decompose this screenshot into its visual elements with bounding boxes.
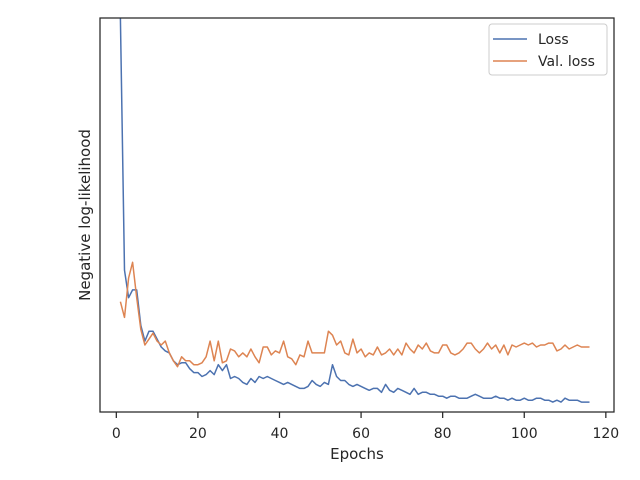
y-axis-label: Negative log-likelihood	[76, 129, 94, 301]
x-tick-label: 80	[434, 426, 452, 442]
legend: Loss Val. loss	[488, 23, 608, 76]
plot-frame	[99, 17, 615, 413]
legend-box	[488, 23, 608, 76]
legend-label: Loss	[538, 32, 569, 48]
x-axis-label: Epochs	[330, 445, 384, 463]
x-axis-ticks: 0 20 40 60 80 100 120	[112, 412, 619, 442]
x-tick-label: 60	[352, 426, 370, 442]
x-tick-label: 20	[189, 426, 207, 442]
x-tick-label: 120	[592, 426, 619, 442]
legend-label: Val. loss	[538, 54, 595, 70]
x-tick-label: 100	[511, 426, 538, 442]
x-tick-label: 40	[271, 426, 289, 442]
plot-lines	[119, 17, 590, 403]
x-tick-label: 0	[112, 426, 121, 442]
series-line-loss	[119, 17, 590, 403]
series-line-val-loss	[119, 261, 590, 368]
